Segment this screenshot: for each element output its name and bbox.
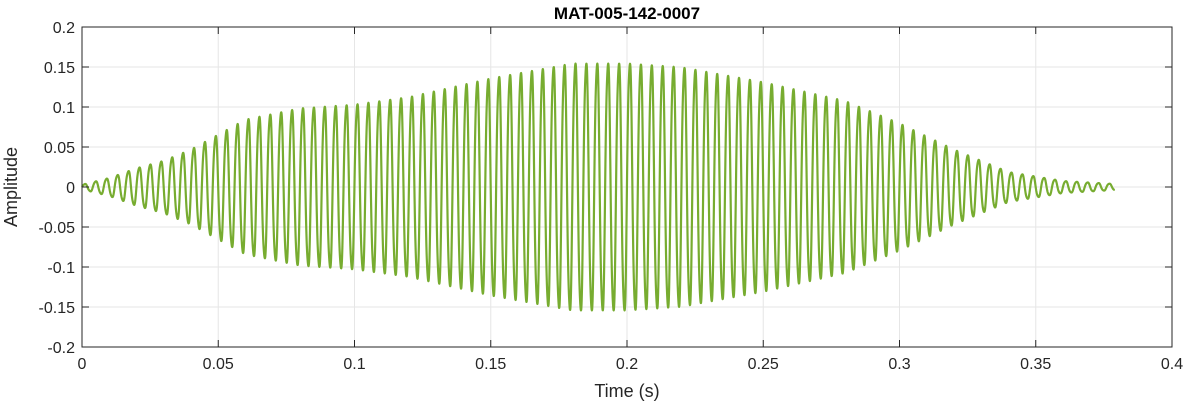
x-tick-label: 0.2 bbox=[616, 356, 638, 373]
x-tick-label: 0.35 bbox=[1020, 356, 1051, 373]
x-axis-label: Time (s) bbox=[594, 381, 659, 401]
y-tick-label: -0.15 bbox=[39, 300, 76, 317]
x-tick-label: 0.4 bbox=[1161, 356, 1183, 373]
y-tick-label: -0.05 bbox=[39, 220, 76, 237]
x-tick-label: 0.3 bbox=[888, 356, 910, 373]
x-tick-label: 0.1 bbox=[343, 356, 365, 373]
y-tick-label: 0.05 bbox=[44, 140, 75, 157]
plot-area bbox=[81, 62, 1116, 312]
x-tick-label: 0.25 bbox=[748, 356, 779, 373]
y-tick-label: 0 bbox=[66, 180, 75, 197]
x-tick-label: 0.05 bbox=[203, 356, 234, 373]
y-tick-label: 0.1 bbox=[53, 100, 75, 117]
x-tick-label: 0.15 bbox=[475, 356, 506, 373]
y-tick-label: -0.1 bbox=[47, 260, 75, 277]
y-tick-label: 0.2 bbox=[53, 20, 75, 37]
chart-title: MAT-005-142-0007 bbox=[554, 4, 700, 23]
signal-series-line bbox=[81, 62, 1116, 312]
axis-ticks: 0 0.05 0.1 0.15 0.2 0.25 0.3 0.35 0.4 -0.2 -0.15 -0… bbox=[39, 20, 1184, 373]
y-axis-label: Amplitude bbox=[1, 147, 21, 227]
x-tick-label: 0 bbox=[78, 356, 87, 373]
y-tick-label: -0.2 bbox=[47, 340, 75, 357]
y-tick-label: 0.15 bbox=[44, 60, 75, 77]
